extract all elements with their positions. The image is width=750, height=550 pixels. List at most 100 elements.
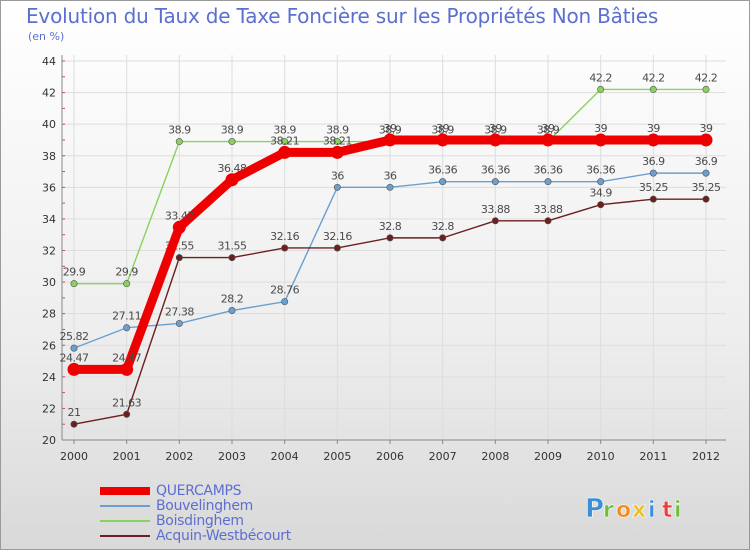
data-label-boisdinghem: 38.9	[431, 124, 454, 137]
data-point-boisdinghem	[228, 138, 236, 146]
data-label-bouvelinghem: 36.9	[695, 155, 718, 168]
data-label-quercamps: 39	[594, 122, 607, 135]
x-tick-label: 2010	[587, 450, 615, 463]
legend-swatch-boisdinghem	[100, 520, 150, 522]
y-tick-label: 22	[42, 402, 56, 415]
x-tick-label: 2007	[429, 450, 457, 463]
data-point-acquin-westbecourt	[702, 195, 710, 203]
data-label-acquin-westbecourt: 33.88	[481, 203, 510, 216]
data-label-bouvelinghem: 36.9	[642, 155, 665, 168]
data-point-quercamps	[67, 362, 81, 376]
data-label-quercamps: 24.47	[60, 351, 89, 364]
data-point-boisdinghem	[597, 85, 605, 93]
data-label-boisdinghem: 42.2	[589, 71, 612, 84]
x-tick-label: 2002	[165, 450, 193, 463]
data-label-quercamps: 39	[542, 122, 555, 135]
logo-letter: o	[616, 498, 631, 523]
data-label-quercamps: 39	[436, 122, 449, 135]
data-point-quercamps	[172, 220, 186, 234]
data-point-bouvelinghem	[228, 307, 236, 315]
logo-letter: x	[632, 498, 646, 523]
data-label-boisdinghem: 42.2	[695, 71, 718, 84]
data-label-bouvelinghem: 36.36	[534, 164, 563, 177]
logo-letter: t	[662, 498, 673, 523]
data-label-acquin-westbecourt: 32.8	[379, 220, 402, 233]
x-tick-label: 2006	[376, 450, 404, 463]
data-label-quercamps: 39	[647, 122, 660, 135]
data-label-quercamps: 33.47	[165, 209, 194, 222]
data-point-quercamps	[120, 362, 134, 376]
data-point-bouvelinghem	[175, 319, 183, 327]
data-point-quercamps	[541, 133, 555, 147]
data-label-quercamps: 38.21	[270, 134, 299, 147]
data-point-bouvelinghem	[491, 178, 499, 186]
data-point-acquin-westbecourt	[544, 217, 552, 225]
chart-subtitle: (en %)	[28, 30, 65, 43]
logo-letter: i	[648, 498, 656, 523]
data-point-bouvelinghem	[386, 183, 394, 191]
data-label-acquin-westbecourt: 34.9	[589, 187, 612, 200]
data-label-quercamps: 38.21	[323, 134, 352, 147]
data-point-acquin-westbecourt	[386, 234, 394, 242]
data-label-bouvelinghem: 25.82	[60, 330, 89, 343]
data-point-acquin-westbecourt	[281, 244, 289, 252]
data-point-bouvelinghem	[70, 344, 78, 352]
data-label-boisdinghem: 38.9	[326, 124, 349, 137]
data-point-bouvelinghem	[597, 178, 605, 186]
chart-title: Evolution du Taux de Taxe Foncière sur l…	[26, 4, 659, 28]
data-label-boisdinghem: 38.9	[537, 124, 560, 137]
legend-swatch-quercamps	[100, 487, 150, 495]
data-point-quercamps	[646, 133, 660, 147]
data-label-boisdinghem: 38.9	[379, 124, 402, 137]
data-point-acquin-westbecourt	[228, 254, 236, 262]
data-point-bouvelinghem	[123, 324, 131, 332]
x-tick-label: 2008	[481, 450, 509, 463]
data-label-quercamps: 39	[489, 122, 502, 135]
data-point-acquin-westbecourt	[439, 234, 447, 242]
logo-letter: r	[603, 498, 614, 523]
data-point-bouvelinghem	[439, 178, 447, 186]
data-label-quercamps: 24.47	[112, 351, 141, 364]
data-point-boisdinghem	[281, 138, 289, 146]
x-tick-label: 2005	[323, 450, 351, 463]
data-point-boisdinghem	[333, 138, 341, 146]
y-tick-label: 26	[42, 339, 56, 352]
data-label-bouvelinghem: 27.11	[112, 310, 141, 323]
data-label-acquin-westbecourt: 31.55	[218, 240, 247, 253]
y-tick-label: 32	[42, 245, 56, 258]
y-tick-label: 36	[42, 181, 56, 194]
y-tick-label: 44	[42, 55, 56, 68]
data-point-quercamps	[594, 133, 608, 147]
y-tick-label: 20	[42, 434, 56, 447]
data-label-acquin-westbecourt: 32.16	[323, 230, 352, 243]
data-point-quercamps	[330, 145, 344, 159]
data-label-bouvelinghem: 36	[331, 169, 344, 182]
data-label-boisdinghem: 29.9	[63, 266, 86, 279]
data-point-boisdinghem	[702, 85, 710, 93]
data-point-quercamps	[436, 133, 450, 147]
data-point-quercamps	[699, 133, 713, 147]
data-point-acquin-westbecourt	[649, 195, 657, 203]
x-tick-label: 2011	[639, 450, 667, 463]
x-tick-label: 2009	[534, 450, 562, 463]
y-tick-label: 28	[42, 308, 56, 321]
x-tick-label: 2001	[113, 450, 141, 463]
y-tick-label: 42	[42, 87, 56, 100]
data-label-bouvelinghem: 27.38	[165, 305, 194, 318]
data-label-boisdinghem: 29.9	[115, 266, 138, 279]
legend-label-acquin-westbecourt: Acquin-Westbécourt	[156, 528, 291, 544]
data-point-boisdinghem	[70, 280, 78, 288]
data-label-bouvelinghem: 36.36	[586, 164, 615, 177]
data-label-boisdinghem: 38.9	[273, 124, 296, 137]
data-point-boisdinghem	[175, 138, 183, 146]
data-point-bouvelinghem	[333, 183, 341, 191]
data-point-quercamps	[278, 145, 292, 159]
data-point-acquin-westbecourt	[333, 244, 341, 252]
data-label-bouvelinghem: 36	[384, 169, 397, 182]
legend-swatch-bouvelinghem	[100, 505, 150, 507]
data-point-bouvelinghem	[702, 169, 710, 177]
logo-letter: i	[674, 498, 682, 523]
data-label-acquin-westbecourt: 32.16	[270, 230, 299, 243]
